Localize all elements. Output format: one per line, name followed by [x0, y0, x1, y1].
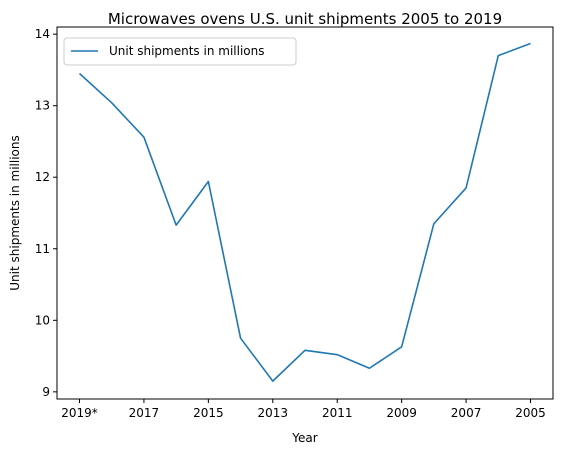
x-tick-label: 2015 — [193, 406, 224, 420]
series-line — [80, 43, 531, 381]
legend-label: Unit shipments in millions — [109, 44, 264, 58]
y-tick-label: 14 — [35, 27, 50, 41]
y-axis-label: Unit shipments in millions — [8, 135, 22, 290]
y-axis: 9 10 11 12 13 14 — [35, 27, 57, 399]
x-tick-label: 2011 — [322, 406, 353, 420]
x-tick-label: 2013 — [258, 406, 289, 420]
x-axis: 2019* 2017 2015 2013 2011 2009 2007 2005 — [61, 399, 546, 420]
x-tick-label: 2017 — [129, 406, 160, 420]
x-tick-label: 2007 — [451, 406, 482, 420]
x-tick-label: 2019* — [61, 406, 98, 420]
legend: Unit shipments in millions — [64, 38, 296, 65]
y-tick-label: 9 — [42, 385, 50, 399]
x-tick-label: 2009 — [386, 406, 417, 420]
y-tick-label: 12 — [35, 170, 50, 184]
y-tick-label: 11 — [35, 242, 50, 256]
chart-title: Microwaves ovens U.S. unit shipments 200… — [108, 10, 502, 28]
x-axis-label: Year — [291, 431, 317, 445]
y-tick-label: 13 — [35, 99, 50, 113]
y-tick-label: 10 — [35, 313, 50, 327]
series-layer — [79, 43, 530, 381]
x-tick-label: 2005 — [515, 406, 546, 420]
plot-area: 9 10 11 12 13 14 2019* 2017 2015 2013 2011 2009 200… — [35, 27, 553, 420]
plot-frame — [57, 27, 553, 399]
